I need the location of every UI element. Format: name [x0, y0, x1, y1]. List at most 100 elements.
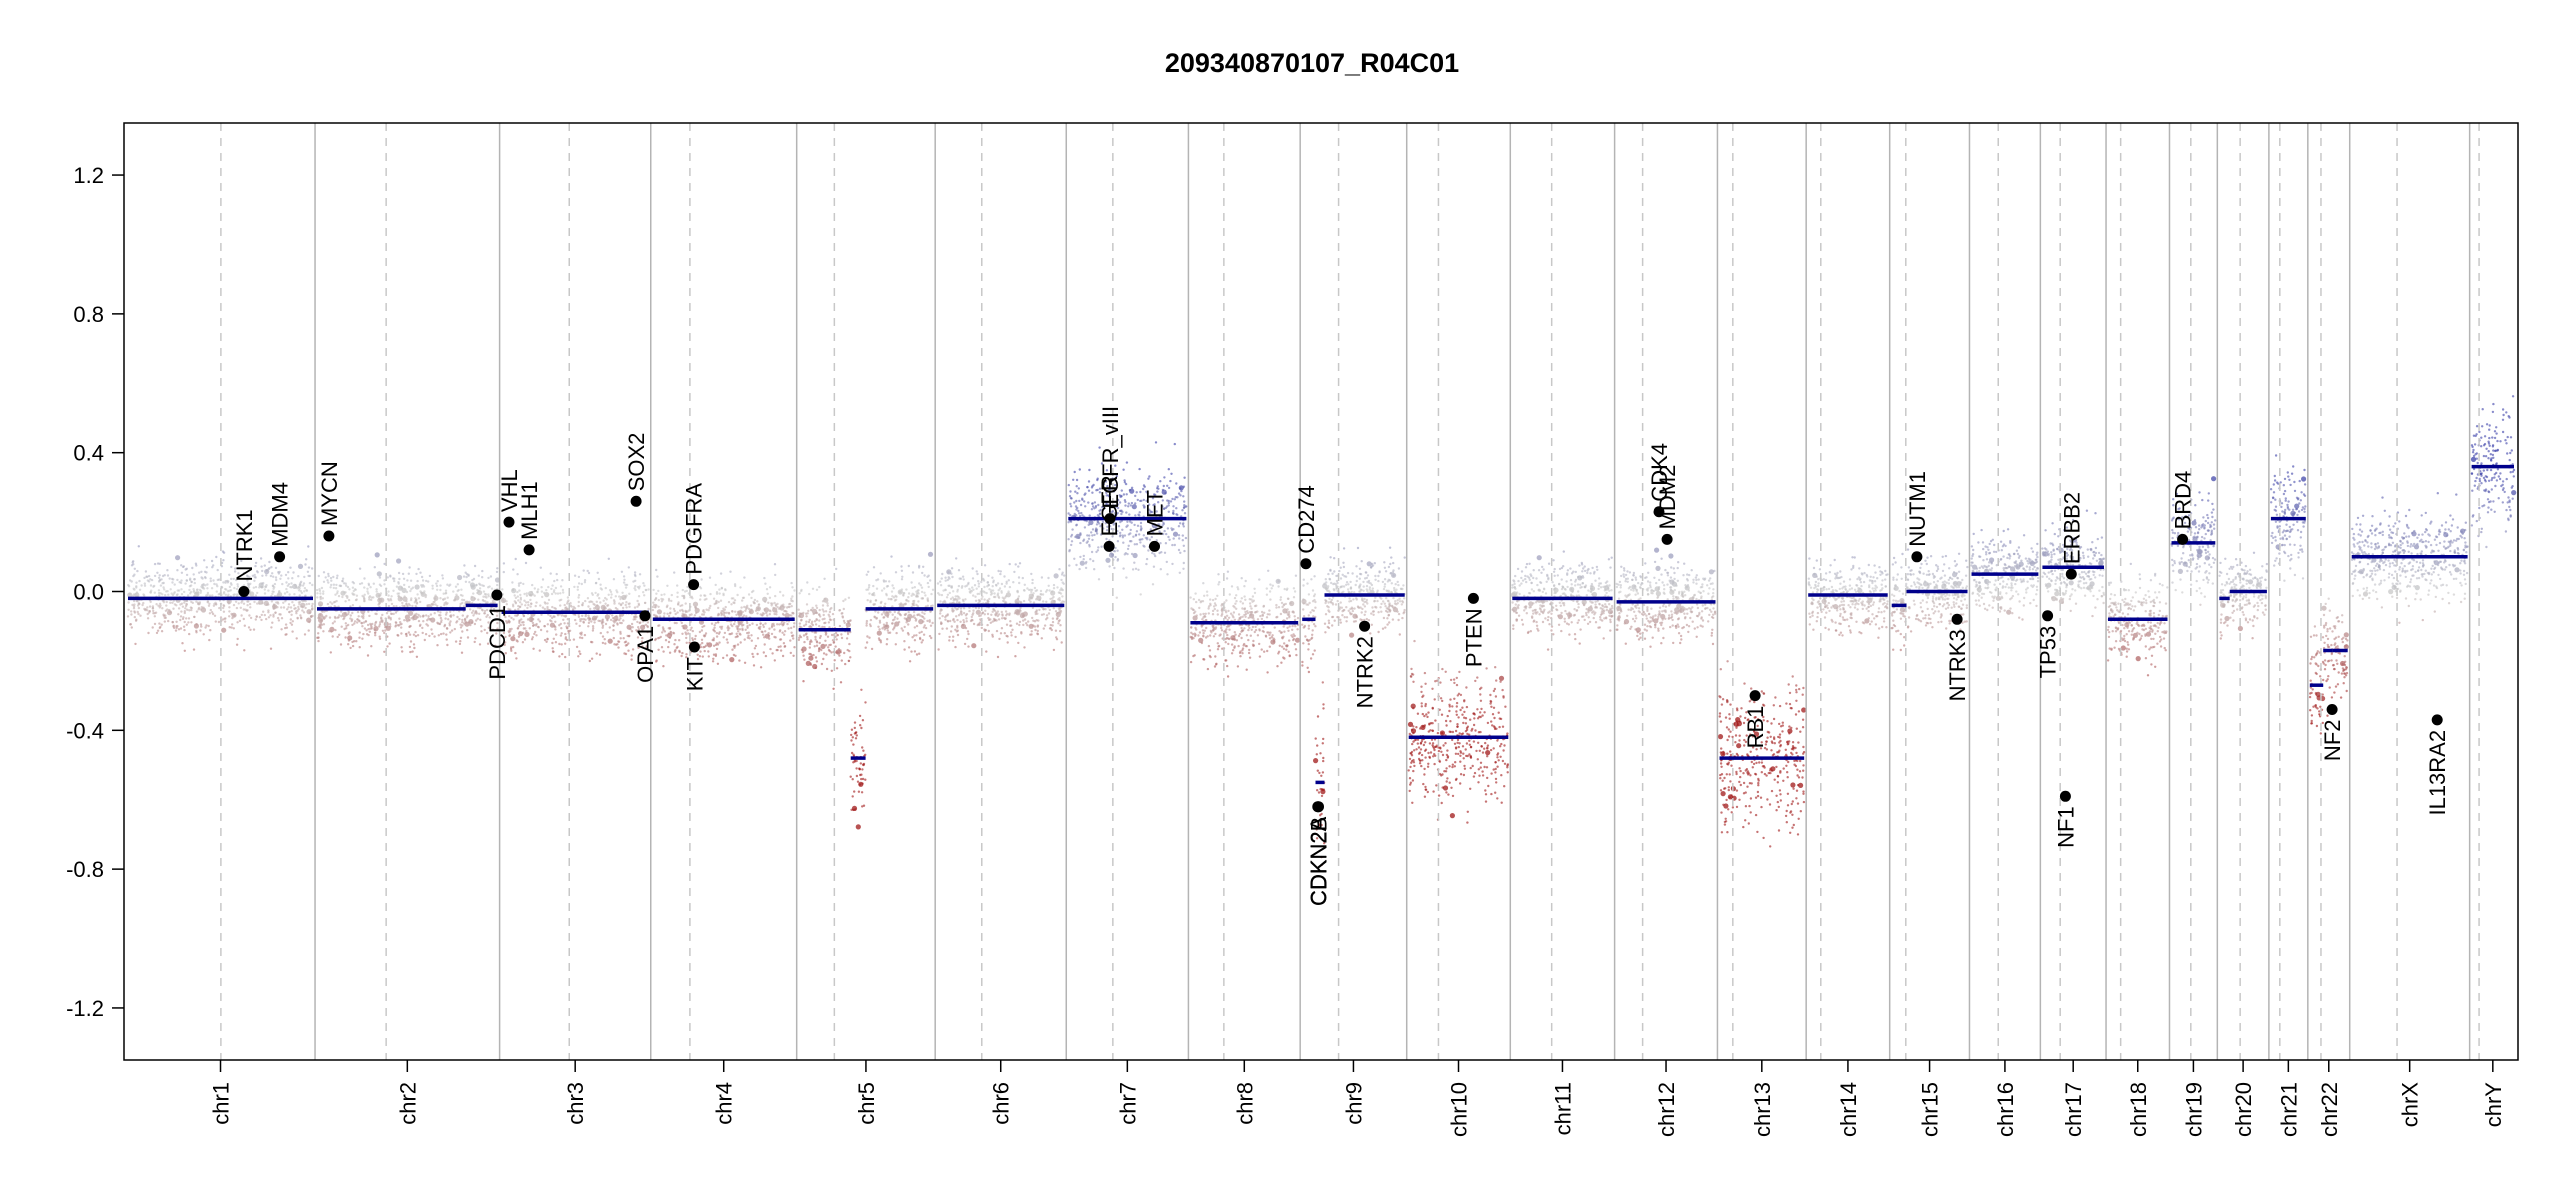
probe-point — [607, 638, 613, 644]
probe-point — [696, 653, 699, 656]
probe-point — [260, 618, 263, 622]
probe-point — [1178, 571, 1182, 574]
probe-point — [205, 566, 208, 569]
probe-point — [166, 574, 170, 577]
probe-point — [939, 600, 942, 603]
probe-point — [193, 623, 199, 629]
probe-point — [307, 566, 311, 569]
probe-point — [1138, 514, 1141, 517]
probe-point — [1221, 612, 1224, 616]
probe-point — [334, 593, 337, 596]
probe-point — [1277, 606, 1281, 609]
probe-point — [963, 642, 967, 646]
probe-point — [380, 616, 383, 619]
probe-point — [1227, 609, 1230, 613]
probe-point — [185, 599, 189, 603]
probe-point — [725, 638, 729, 641]
probe-point — [146, 609, 149, 612]
probe-point — [1283, 642, 1286, 645]
probe-point — [163, 616, 166, 619]
probe-point — [682, 597, 686, 600]
probe-point — [869, 618, 873, 622]
probe-point — [175, 620, 178, 623]
probe-point — [539, 628, 543, 632]
probe-point — [197, 606, 201, 610]
probe-point — [619, 603, 623, 607]
probe-point — [1302, 584, 1305, 587]
probe-point — [983, 613, 986, 616]
probe-point — [861, 746, 864, 749]
probe-point — [1051, 620, 1055, 624]
probe-point — [494, 644, 497, 647]
probe-point — [206, 583, 209, 586]
probe-point — [379, 594, 382, 597]
probe-point — [1008, 612, 1011, 615]
probe-point — [738, 632, 741, 635]
probe-point — [265, 617, 268, 621]
probe-point — [1137, 568, 1140, 571]
probe-point — [325, 614, 328, 618]
probe-point — [1278, 644, 1282, 647]
probe-point — [560, 614, 563, 617]
probe-point — [669, 607, 672, 610]
probe-point — [246, 579, 249, 582]
probe-point — [715, 647, 719, 651]
probe-point — [1031, 581, 1034, 585]
probe-point — [225, 588, 228, 591]
probe-point — [861, 782, 864, 785]
probe-point — [345, 584, 348, 587]
probe-point — [835, 638, 838, 641]
probe-point — [228, 615, 231, 618]
probe-point — [967, 645, 970, 648]
probe-point — [307, 574, 310, 578]
probe-point — [705, 608, 708, 611]
probe-point — [762, 625, 765, 629]
probe-point — [826, 602, 829, 605]
probe-point — [919, 584, 922, 587]
probe-point — [743, 576, 746, 579]
probe-point — [1000, 582, 1004, 586]
probe-point — [336, 590, 339, 593]
probe-point — [274, 566, 278, 570]
probe-point — [247, 626, 251, 629]
probe-point — [744, 628, 747, 631]
probe-point — [1267, 631, 1270, 634]
probe-point — [198, 571, 201, 574]
probe-point — [532, 647, 535, 650]
probe-point — [577, 615, 581, 618]
probe-point — [885, 585, 889, 588]
probe-point — [335, 599, 338, 603]
probe-point — [1209, 634, 1212, 637]
probe-point — [215, 555, 218, 559]
probe-point — [461, 630, 464, 633]
probe-point — [612, 629, 615, 632]
probe-point — [853, 790, 856, 793]
probe-point — [703, 649, 706, 653]
probe-point — [459, 636, 463, 639]
probe-point — [200, 585, 203, 588]
probe-point — [208, 602, 211, 605]
probe-point — [843, 651, 846, 655]
probe-point — [409, 650, 412, 654]
probe-point — [582, 569, 585, 572]
probe-point — [1290, 634, 1293, 637]
probe-point — [997, 618, 1001, 621]
probe-point — [1230, 652, 1234, 655]
probe-point — [496, 583, 499, 587]
probe-point — [1248, 626, 1251, 630]
probe-point — [781, 654, 785, 658]
probe-point — [591, 600, 594, 604]
probe-point — [322, 580, 326, 583]
probe-point — [455, 621, 458, 624]
probe-point — [774, 594, 777, 598]
probe-point — [243, 649, 246, 652]
probe-point — [433, 612, 436, 615]
probe-point — [802, 634, 806, 637]
probe-point — [1086, 486, 1089, 489]
probe-point — [1055, 636, 1058, 639]
probe-point — [1251, 625, 1255, 629]
probe-point — [737, 630, 740, 633]
probe-point — [894, 598, 898, 601]
probe-point — [764, 600, 767, 603]
probe-point — [734, 635, 737, 639]
